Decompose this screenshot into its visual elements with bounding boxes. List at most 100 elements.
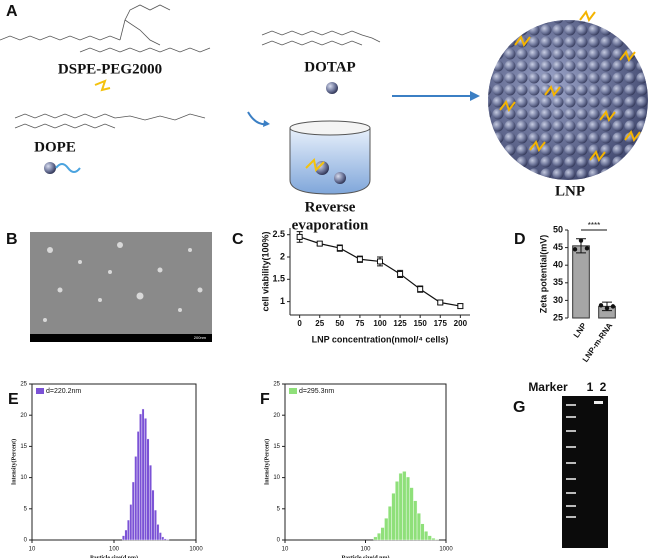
gel-bands [566,401,603,518]
y-tick-label: 15 [20,444,27,450]
y-tick-label: 0 [24,538,28,544]
y-tick-label: 25 [553,312,563,322]
histogram-bar [391,493,396,541]
x-axis-label: Particle size(d.nm) [342,554,390,558]
scale-label: 200nm [194,335,207,340]
histogram-bar [139,413,143,541]
molecule [261,30,381,46]
dope-icon [44,162,56,174]
histogram-bar [149,464,152,541]
x-tick-label: 25 [315,319,324,328]
panel-letter: E [8,391,19,408]
lane-label: 2 [600,380,607,394]
y-axis-label: cell viability(100%) [260,231,270,311]
y-tick-label: 5 [277,506,281,512]
schematic-label: evaporation [292,217,369,233]
significance-label: **** [588,221,600,230]
beaker [289,128,371,195]
x-tick-label: 75 [355,319,364,328]
y-tick-label: 10 [273,475,280,481]
beaker-particle [315,161,329,175]
x-tick-label: 50 [335,319,344,328]
histogram-bar [377,532,382,541]
data-point [598,303,604,308]
data-point [397,270,404,277]
histogram-bar [395,481,400,541]
x-tick-label: 1000 [439,547,453,553]
data-point [417,286,424,293]
histogram-bar [144,418,147,541]
x-axis-label: Particle size(d.nm) [90,554,138,558]
lnp-surface [488,20,648,180]
x-tick-label: 175 [434,319,448,328]
peg-icon [94,79,111,92]
data-point [356,256,363,263]
arrow-head [470,91,480,101]
schematic-label: LNP [555,183,585,199]
y-tick-label: 20 [273,413,280,419]
histogram-bar [131,481,135,541]
x-tick-label: 100 [109,547,120,553]
histogram-bar [156,524,160,541]
legend-label: d=295.3nm [299,388,334,395]
histogram-bar [163,538,167,541]
beaker-rim [289,120,371,136]
arrow-head [263,120,270,127]
histogram-bar [416,512,421,541]
tem-particles [43,242,203,322]
histogram-bar [134,456,138,541]
histogram-bar [166,539,170,541]
schematic-label: DOPE [34,139,76,155]
plot-frame [31,383,197,541]
data-point [296,233,303,240]
beaker-peg [305,157,325,173]
y-tick-label: 1 [280,296,285,306]
panel-letter: A [6,3,18,20]
lnp-peg [499,9,641,163]
y-tick-label: 0 [277,538,281,544]
x-tick-label: 200 [454,319,468,328]
data-point [610,304,616,309]
data-point [584,246,590,251]
data-point [336,245,343,252]
y-axis-label: Intensity(Percent) [10,439,17,485]
histogram-bar [380,527,385,541]
histogram-bar [413,500,418,541]
y-tick-label: 15 [273,444,280,450]
bar [572,245,590,319]
data-point [572,247,578,252]
legend-swatch [289,388,297,394]
panel-letter: F [260,391,270,408]
histogram-bar [398,473,403,541]
molecule [14,113,206,129]
data-line [299,236,461,307]
data-point [457,303,464,310]
y-tick-label: 20 [20,413,27,419]
data-point [437,299,444,306]
histogram-bar [434,539,439,541]
y-tick-label: 2 [280,251,285,261]
y-axis-label: Zeta potential(mV) [538,235,548,314]
histogram-bar [427,535,432,541]
legend-swatch [36,388,44,394]
y-tick-label: 35 [553,277,563,287]
histogram-bar [146,438,150,541]
x-tick-label: 1000 [189,547,203,553]
scale-strip [30,334,212,342]
x-tick-label: 10 [29,547,36,553]
dope-tail [55,163,81,173]
y-tick-label: 30 [553,295,563,305]
histogram-bar [153,509,157,541]
lane-label: Marker [528,380,568,394]
histogram-bar [431,537,436,541]
panel-letter: C [232,231,244,248]
histogram-bar [373,536,378,541]
histogram-bar [405,476,410,541]
histogram-bar [136,431,140,541]
y-tick-label: 25 [273,382,280,388]
histogram-bar [122,535,125,541]
histogram-bar [158,532,162,541]
histogram-bar [141,408,145,541]
x-tick-label: LNP [572,321,589,340]
